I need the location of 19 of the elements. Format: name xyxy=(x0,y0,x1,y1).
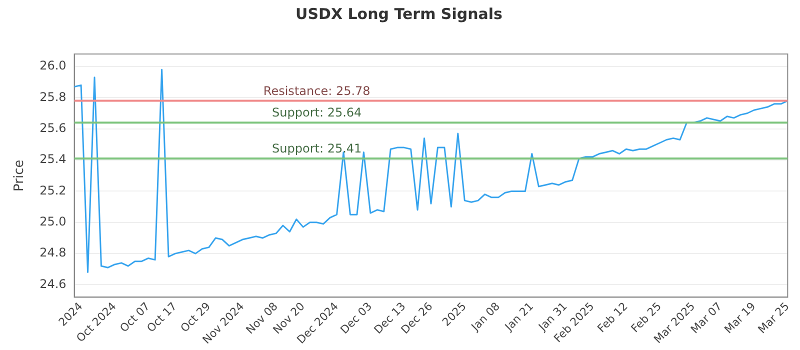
y-tick-label: 24.8 xyxy=(40,246,66,260)
x-tick-label: Jan 08 xyxy=(468,300,502,334)
y-tick-label: 24.6 xyxy=(40,276,66,291)
ref-line-label: Resistance: 25.78 xyxy=(263,84,370,98)
y-tick-label: 25.8 xyxy=(40,90,66,104)
ref-line-label: Support: 25.41 xyxy=(272,142,362,156)
x-tick-label: Jan 21 xyxy=(502,300,536,334)
y-tick-label: 25.4 xyxy=(40,152,66,166)
y-axis-title: Price xyxy=(12,160,28,192)
x-tick-label: Mar 25 xyxy=(756,300,792,336)
y-tick-label: 25.2 xyxy=(40,183,66,198)
x-tick-label: Dec 03 xyxy=(338,300,375,336)
chart-title: USDX Long Term Signals xyxy=(296,4,503,23)
x-tick-label: Mar 19 xyxy=(722,300,758,336)
ref-line-label: Support: 25.64 xyxy=(272,106,362,120)
y-tick-label: 25.6 xyxy=(40,120,66,135)
x-tick-label: Feb 12 xyxy=(594,300,630,336)
y-tick-label: 26.0 xyxy=(40,58,66,73)
y-tick-label: 25.0 xyxy=(40,214,66,229)
